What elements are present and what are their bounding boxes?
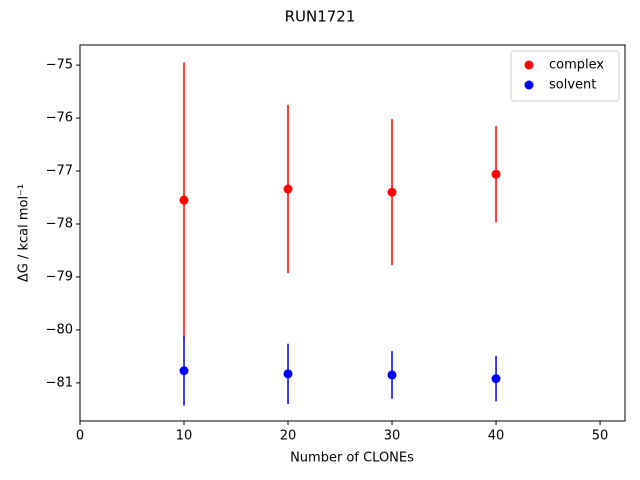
x-tick-label: 40 — [488, 429, 505, 444]
point — [491, 374, 501, 384]
y-tick-label: −76 — [46, 111, 73, 126]
x-tick-label: 20 — [280, 429, 297, 444]
legend-label: solvent — [549, 78, 596, 93]
point — [283, 184, 293, 194]
y-tick-label: −78 — [46, 216, 73, 231]
plot-frame — [79, 44, 626, 422]
point — [387, 370, 397, 380]
y-tick-label: −77 — [46, 164, 73, 179]
legend-marker — [524, 60, 534, 70]
legend-box — [510, 50, 620, 102]
x-tick-label: 0 — [76, 429, 84, 444]
y-tick-label: −75 — [46, 58, 73, 73]
x-tick-label: 30 — [384, 429, 401, 444]
y-tick-label: −79 — [46, 269, 73, 284]
x-axis-label: Number of CLONEs — [290, 451, 414, 466]
point — [179, 195, 189, 205]
point — [179, 366, 189, 376]
y-tick-label: −81 — [46, 375, 73, 390]
point — [283, 369, 293, 379]
chart-title: RUN1721 — [285, 8, 356, 26]
y-axis-label: ΔG / kcal mol⁻¹ — [17, 184, 32, 282]
legend-marker — [524, 80, 534, 90]
point — [387, 187, 397, 197]
y-tick-label: −80 — [46, 322, 73, 337]
point — [491, 169, 501, 179]
legend-label: complex — [549, 58, 604, 73]
x-tick-label: 10 — [176, 429, 193, 444]
x-tick-label: 50 — [592, 429, 609, 444]
